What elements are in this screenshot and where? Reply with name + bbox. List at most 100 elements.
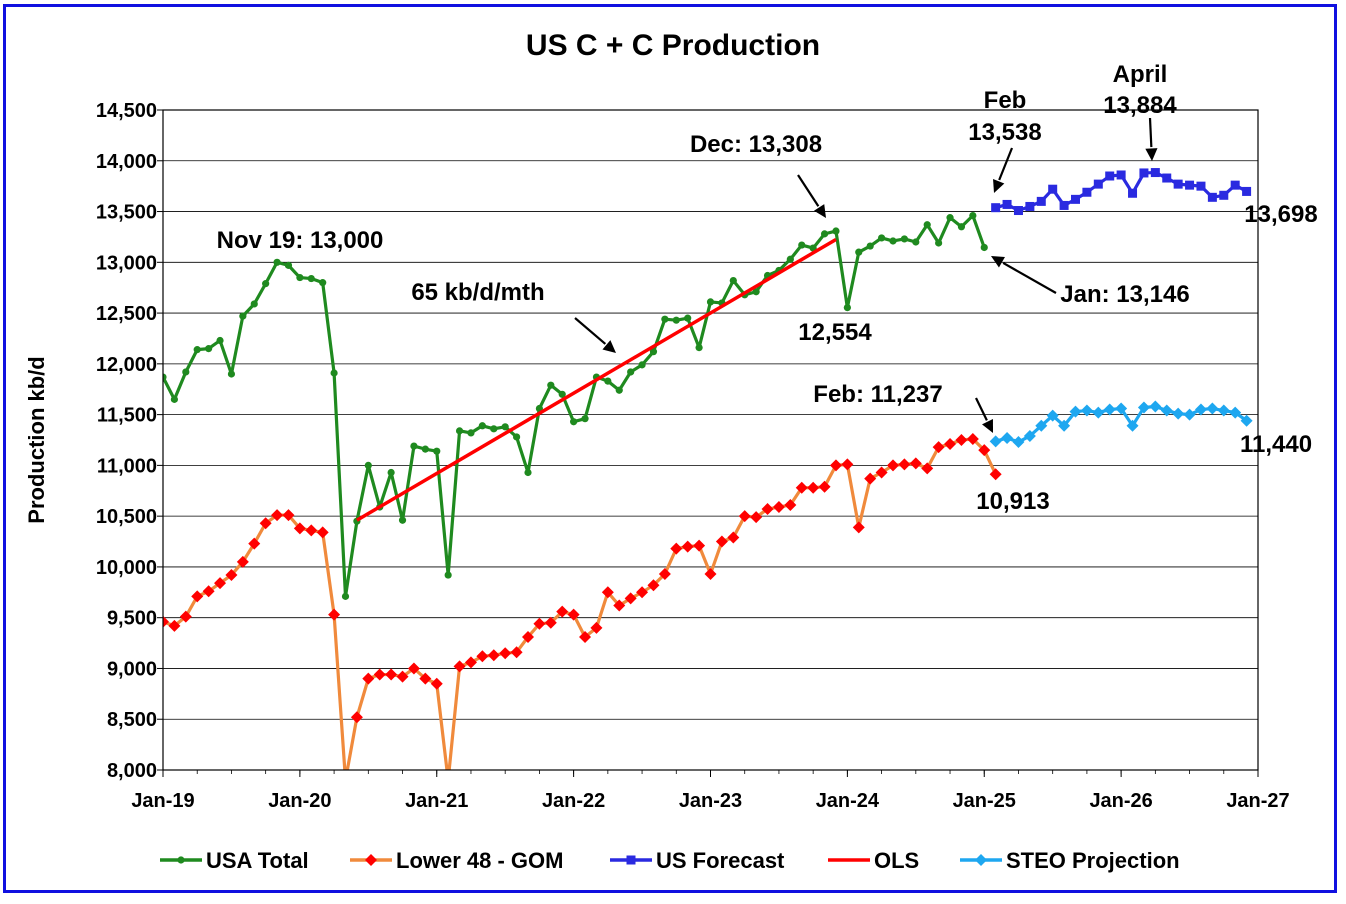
x-tick-label: Jan-22 — [542, 790, 605, 812]
chart-title: US C + C Production — [526, 29, 820, 62]
data-point-lower-48-gom — [556, 605, 569, 618]
data-point-steo-projection — [1194, 403, 1207, 416]
data-point-us-forecast — [1071, 194, 1080, 204]
data-point-usa-total — [307, 274, 315, 283]
data-point-lower-48-gom — [989, 468, 1002, 481]
data-point-usa-total — [946, 214, 954, 222]
data-point-us-forecast — [1128, 188, 1138, 198]
data-point-steo-projection — [1046, 409, 1059, 422]
series-line-lower-48-gom — [163, 437, 998, 770]
data-point-us-forecast — [1230, 180, 1240, 190]
data-point-usa-total — [421, 445, 429, 453]
data-point-lower-48-gom — [704, 568, 717, 581]
data-point-lower-48-gom — [476, 650, 489, 663]
data-point-usa-total — [216, 336, 224, 345]
data-point-lower-48-gom — [738, 510, 751, 523]
data-point-us-forecast — [1219, 190, 1229, 200]
data-point-lower-48-gom — [464, 656, 477, 669]
data-point-lower-48-gom — [259, 517, 272, 530]
annotation-arrow — [1148, 117, 1153, 148]
y-tick-label: 10,000 — [96, 557, 157, 579]
data-point-usa-total — [478, 422, 486, 430]
y-tick-label: 10,500 — [96, 506, 157, 528]
data-point-steo-projection — [1137, 401, 1150, 414]
data-point-lower-48-gom — [898, 458, 911, 471]
series-line-ols — [356, 237, 837, 522]
data-point-lower-48-gom — [271, 509, 284, 522]
data-point-lower-48-gom — [829, 459, 842, 472]
data-point-usa-total — [649, 348, 658, 356]
y-tick-label: 12,500 — [96, 303, 157, 325]
data-point-lower-48-gom — [978, 444, 991, 457]
data-point-lower-48-gom — [761, 503, 774, 516]
data-point-usa-total — [752, 288, 760, 296]
x-tick-label: Jan-25 — [953, 790, 1016, 812]
annotation-label: 11,440 — [1240, 431, 1312, 458]
data-point-usa-total — [980, 243, 988, 252]
data-point-lower-48-gom — [647, 579, 660, 592]
data-point-usa-total — [330, 369, 338, 377]
gridlines — [163, 109, 1258, 720]
data-point-lower-48-gom — [909, 457, 922, 470]
series-lower-48-gom — [163, 432, 1002, 786]
data-point-usa-total — [627, 368, 635, 376]
data-point-steo-projection — [989, 435, 1002, 448]
data-point-lower-48-gom — [636, 586, 649, 599]
data-point-lower-48-gom — [613, 599, 626, 612]
data-point-lower-48-gom — [453, 660, 466, 673]
y-tick-label: 11,500 — [97, 405, 157, 427]
y-axis-ticks: 8,000 8,500 9,000 9,500 10,000 10,500 11,000 11… — [96, 100, 163, 782]
data-point-lower-48-gom — [841, 458, 854, 471]
data-point-usa-total — [239, 312, 247, 320]
data-point-usa-total — [957, 223, 966, 231]
y-tick-label: 13,500 — [96, 202, 157, 224]
data-point-usa-total — [490, 425, 498, 433]
annotation-label: Nov 19: 13,000 — [217, 227, 384, 254]
data-point-lower-48-gom — [430, 677, 443, 690]
legend-item-ols: OLS — [828, 848, 919, 873]
data-point-steo-projection — [1160, 404, 1173, 417]
data-point-lower-48-gom — [340, 774, 352, 786]
data-point-steo-projection — [1172, 407, 1185, 420]
data-point-lower-48-gom — [601, 586, 614, 599]
data-point-lower-48-gom — [932, 441, 945, 454]
data-point-usa-total — [798, 241, 806, 249]
annotation-label: Jan: 13,146 — [1060, 281, 1189, 308]
data-point-lower-48-gom — [795, 481, 808, 494]
data-point-usa-total — [604, 377, 612, 385]
data-point-us-forecast — [1082, 187, 1092, 197]
data-point-steo-projection — [1035, 419, 1048, 432]
data-point-usa-total — [250, 300, 258, 308]
data-point-us-forecast — [1150, 168, 1160, 178]
annotation-label: Feb: 11,237 — [813, 381, 942, 408]
data-point-steo-projection — [1206, 402, 1219, 415]
data-point-lower-48-gom — [202, 585, 215, 598]
axes — [162, 109, 1259, 771]
data-point-steo-projection — [1183, 408, 1196, 421]
data-point-us-forecast — [1116, 170, 1126, 180]
data-point-lower-48-gom — [966, 432, 979, 445]
data-point-lower-48-gom — [579, 630, 592, 643]
y-tick-label: 9,000 — [107, 658, 157, 680]
data-point-usa-total — [820, 230, 829, 238]
data-point-usa-total — [615, 386, 623, 394]
data-point-usa-total — [923, 221, 931, 229]
data-point-usa-total — [170, 395, 179, 403]
data-point-usa-total — [581, 415, 589, 423]
y-tick-label: 8,000 — [107, 760, 157, 782]
data-point-us-forecast — [1162, 173, 1172, 183]
annotation-arrow — [574, 317, 607, 345]
data-point-usa-total — [273, 258, 281, 266]
data-point-lower-48-gom — [293, 522, 306, 535]
data-point-steo-projection — [1126, 419, 1139, 432]
legend-label: US Forecast — [656, 848, 785, 873]
data-point-usa-total — [444, 571, 452, 579]
annotation-label: 13,884 — [1103, 92, 1177, 119]
data-point-lower-48-gom — [328, 608, 341, 621]
data-point-lower-48-gom — [214, 577, 227, 590]
plot-area-border — [162, 109, 1259, 771]
data-point-lower-48-gom — [750, 511, 763, 524]
series-layer — [163, 168, 1253, 786]
data-point-usa-total — [695, 344, 703, 352]
data-point-usa-total — [296, 273, 304, 282]
